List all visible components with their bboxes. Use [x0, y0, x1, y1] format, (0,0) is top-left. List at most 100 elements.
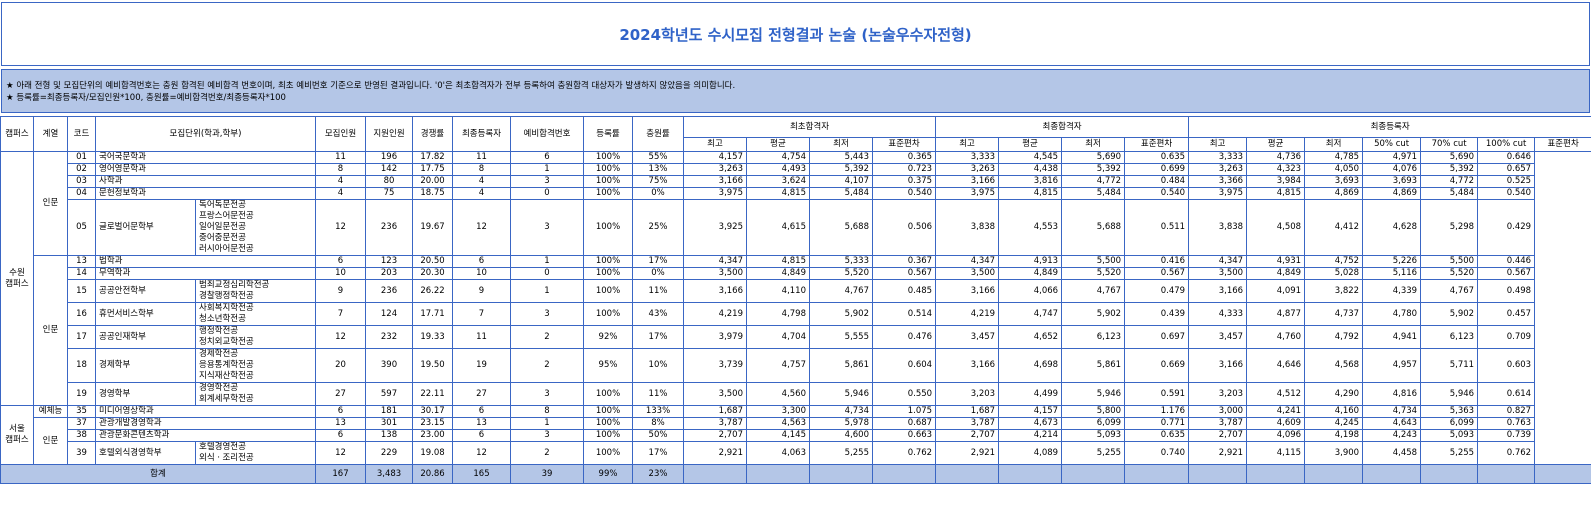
value: 6,123	[1061, 325, 1126, 349]
value: 4,458	[1362, 441, 1422, 465]
majors: 경제학전공 응용통계학전공 지식재산학전공	[195, 348, 316, 383]
column-subheader: 최고	[683, 137, 747, 152]
value: 30.17	[412, 405, 453, 418]
value: 5,946	[809, 382, 873, 406]
value: 0.740	[1124, 441, 1190, 465]
value: 8%	[632, 417, 684, 430]
value: 181	[365, 405, 413, 418]
value: 0.506	[871, 199, 937, 256]
value: 100%	[583, 187, 633, 200]
value: 4,652	[998, 325, 1063, 349]
value: 100%	[583, 255, 633, 268]
unit: 휴먼서비스학부	[95, 302, 196, 326]
value: 1	[510, 279, 584, 303]
value: 19.33	[412, 325, 453, 349]
value: 5,116	[1362, 267, 1422, 280]
value: 6,099	[1061, 417, 1126, 430]
data-row: 16 휴먼서비스학부 사회복지학전공 청소년학전공 7 124 17.71 7 3 100% 43%…	[1, 302, 1591, 326]
empty-cell	[998, 464, 1063, 484]
column-subheader: 평균	[1246, 137, 1306, 152]
column-subheader: 최고	[1188, 137, 1248, 152]
note: ★ 아래 전형 및 모집단위의 예비합격번호는 충원 합격된 예비합격 번호이며…	[6, 81, 736, 91]
code: 03	[67, 175, 96, 188]
value: 3,838	[935, 199, 1000, 256]
major: 프랑스어문전공	[199, 211, 254, 221]
value: 236	[365, 199, 413, 256]
value: 4,219	[935, 302, 1000, 326]
value: 100%	[583, 279, 633, 303]
value: 0.439	[1124, 302, 1190, 326]
value: 26.22	[412, 279, 453, 303]
table-head: 캠퍼스 계열 코드 모집단위(학과,학부) 모집인원 지원인원 경쟁률 최종등록자 예비합격번호…	[0, 116, 1591, 152]
column-header: 등록률	[583, 116, 633, 152]
total-value: 165	[452, 464, 511, 484]
value: 19.08	[412, 441, 453, 465]
value: 5,484	[1420, 187, 1479, 200]
value: 4,512	[1246, 382, 1306, 406]
value: 3	[510, 429, 584, 442]
value: 0.511	[1124, 199, 1190, 256]
note: ★ 등록률=최종등록자/모집인원*100, 충원률=예비합격번호/최종등록자*1…	[6, 93, 286, 103]
value: 1.075	[871, 405, 937, 418]
column-header: 충원률	[632, 116, 684, 152]
value: 3,166	[935, 175, 1000, 188]
value: 4,214	[998, 429, 1063, 442]
unit: 공공인재학부	[95, 325, 196, 349]
value: 0.763	[1477, 417, 1536, 430]
value: 0.567	[871, 267, 937, 280]
value: 4,877	[1246, 302, 1306, 326]
unit: 국어국문학과	[95, 151, 316, 164]
value: 0	[510, 187, 584, 200]
value: 4,747	[998, 302, 1063, 326]
value: 4,869	[1362, 187, 1422, 200]
value: 100%	[583, 417, 633, 430]
major: 중어중문전공	[199, 233, 246, 243]
major: 회계세무학전공	[199, 394, 254, 404]
column-subheader: 50% cut	[1362, 137, 1422, 152]
value: 0.525	[1477, 175, 1536, 188]
value: 100%	[583, 151, 633, 164]
value: 100%	[583, 441, 633, 465]
value: 4,066	[998, 279, 1063, 303]
value: 5,902	[1061, 302, 1126, 326]
value: 10	[315, 267, 366, 280]
value: 3,925	[683, 199, 747, 256]
value: 5,688	[1061, 199, 1126, 256]
data-row: 인문 13 법학과 6 123 20.50 6 1 100% 17% 4,347 4,815 5,333…	[1, 255, 1591, 406]
value: 6	[315, 429, 366, 442]
code: 15	[67, 279, 96, 303]
value: 3,787	[1188, 417, 1248, 430]
value: 17.75	[412, 163, 453, 176]
value: 13	[315, 417, 366, 430]
value: 0.514	[871, 302, 937, 326]
value: 23.15	[412, 417, 453, 430]
value: 19.67	[412, 199, 453, 256]
major: 사회복지학전공	[199, 303, 254, 314]
value: 4,869	[1304, 187, 1364, 200]
column-subheader: 최저	[1061, 137, 1126, 152]
value: 4,412	[1304, 199, 1364, 256]
value: 4,050	[1304, 163, 1364, 176]
empty-cell	[683, 464, 747, 484]
value: 6	[452, 405, 511, 418]
value: 6,099	[1420, 417, 1479, 430]
value: 2,707	[935, 429, 1000, 442]
column-header: 예비합격번호	[510, 116, 584, 152]
value: 0.484	[1124, 175, 1190, 188]
value: 0%	[632, 187, 684, 200]
value: 4,157	[998, 405, 1063, 418]
value: 17.82	[412, 151, 453, 164]
value: 0.429	[1477, 199, 1536, 256]
value: 20.00	[412, 175, 453, 188]
value: 6	[510, 151, 584, 164]
empty-cell	[809, 464, 873, 484]
unit: 법학과	[95, 255, 316, 268]
value: 4,160	[1304, 405, 1364, 418]
value: 3,693	[1362, 175, 1422, 188]
value: 0.367	[871, 255, 937, 268]
value: 3,300	[746, 405, 810, 418]
value: 5,690	[1420, 151, 1479, 164]
unit: 글로벌어문학부	[95, 199, 196, 256]
majors: 행정학전공 정치외교학전공	[195, 325, 316, 349]
code: 38	[67, 429, 96, 442]
